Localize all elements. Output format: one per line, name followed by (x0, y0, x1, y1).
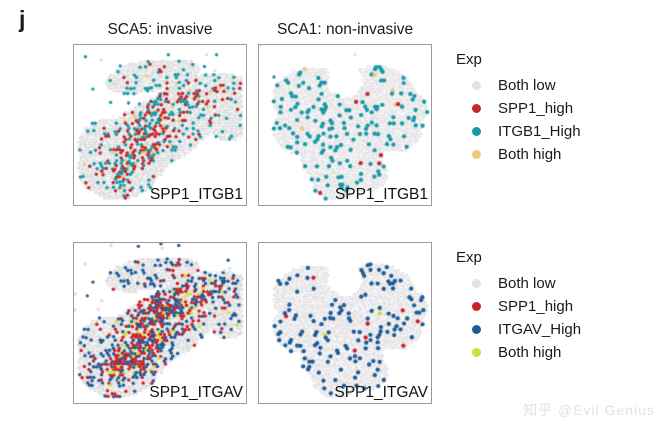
legend-item-both-high[interactable]: Both high (456, 341, 581, 364)
legend-item-label: Both low (498, 77, 556, 94)
column-title-sca5: SCA5: invasive (107, 21, 213, 38)
plot-label: SPP1_ITGB1 (334, 186, 428, 203)
spot-map-canvas (259, 45, 431, 205)
spot-map-canvas (74, 243, 246, 403)
legend-itgb1: Exp Both low SPP1_high ITGB1_High Both h… (456, 52, 581, 166)
legend-item-both-high[interactable]: Both high (456, 143, 581, 166)
plot-label: SPP1_ITGAV (334, 384, 428, 401)
legend-itgav: Exp Both low SPP1_high ITGAV_High Both h… (456, 250, 581, 364)
legend-swatch-icon (472, 325, 481, 334)
panel-letter: j (19, 6, 26, 32)
watermark: 知乎 @Evil Genius (523, 402, 655, 418)
legend-item-label: ITGB1_High (498, 123, 581, 140)
legend-item-itgb1-high[interactable]: ITGB1_High (456, 120, 581, 143)
spot-map-canvas (259, 243, 431, 403)
plot-sca1-itgb1[interactable]: SPP1_ITGB1 (258, 44, 432, 206)
spot-map-canvas (74, 45, 246, 205)
legend-swatch-icon (472, 279, 481, 288)
column-title-sca1: SCA1: non-invasive (276, 21, 414, 38)
legend-title: Exp (456, 249, 482, 266)
legend-swatch-icon (472, 348, 481, 357)
legend-item-label: Both high (498, 146, 562, 163)
legend-item-label: Both high (498, 344, 562, 361)
plot-sca5-itgb1[interactable]: SPP1_ITGB1 (73, 44, 247, 206)
legend-swatch-icon (472, 104, 481, 113)
legend-item-spp1-high[interactable]: SPP1_high (456, 97, 581, 120)
legend-item-spp1-high[interactable]: SPP1_high (456, 295, 581, 318)
legend-item-label: Both low (498, 275, 556, 292)
legend-swatch-icon (472, 127, 481, 136)
legend-item-itgav-high[interactable]: ITGAV_High (456, 318, 581, 341)
legend-item-both-low[interactable]: Both low (456, 272, 581, 295)
plot-sca5-itgav[interactable]: SPP1_ITGAV (73, 242, 247, 404)
legend-item-label: ITGAV_High (498, 321, 582, 338)
legend-swatch-icon (472, 302, 481, 311)
legend-item-both-low[interactable]: Both low (456, 74, 581, 97)
legend-item-label: SPP1_high (498, 100, 574, 117)
plot-sca1-itgav[interactable]: SPP1_ITGAV (258, 242, 432, 404)
legend-item-label: SPP1_high (498, 298, 574, 315)
legend-swatch-icon (472, 81, 481, 90)
legend-swatch-icon (472, 150, 481, 159)
legend-title: Exp (456, 51, 482, 68)
plot-label: SPP1_ITGB1 (149, 186, 243, 203)
plot-label: SPP1_ITGAV (149, 384, 243, 401)
